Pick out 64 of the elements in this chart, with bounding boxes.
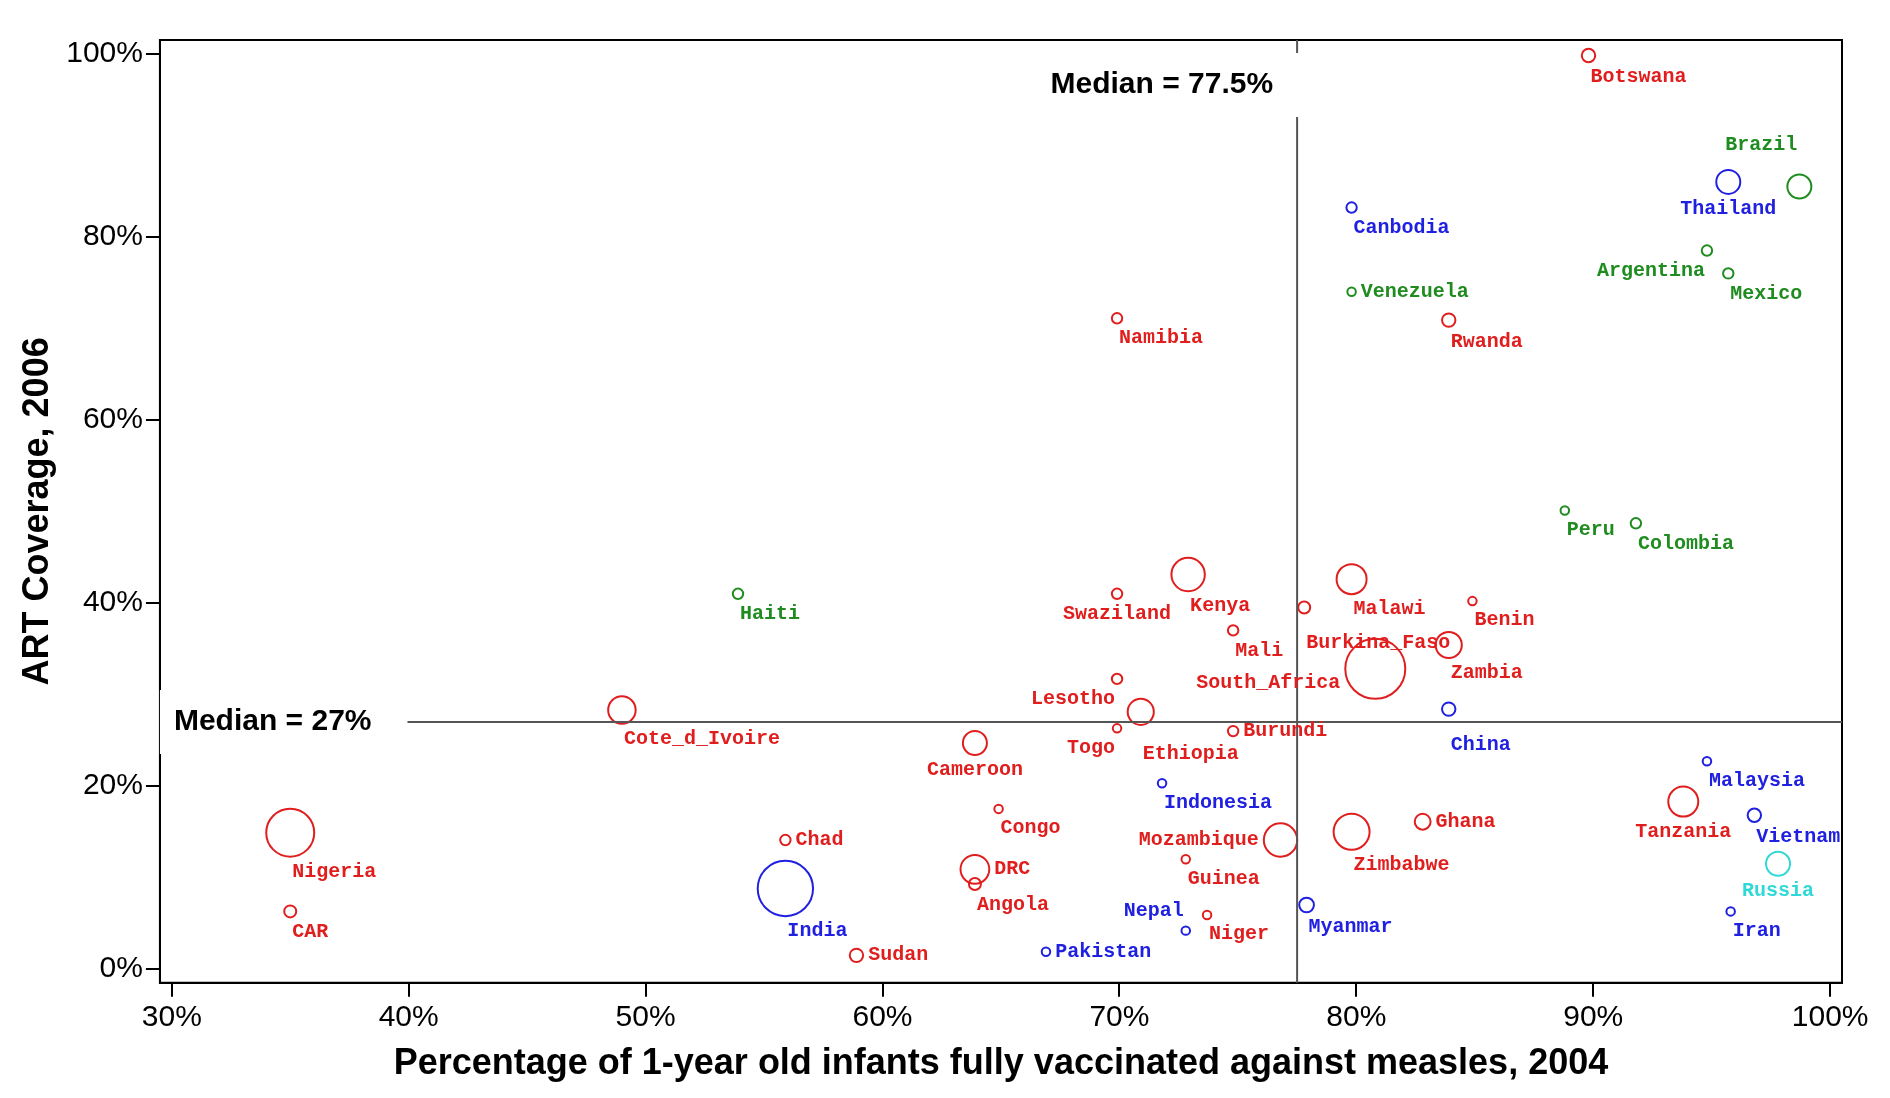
data-label: Kenya (1190, 594, 1251, 618)
y-axis-title: ART Coverage, 2006 (14, 337, 56, 686)
x-tick-label: 40% (378, 999, 439, 1033)
data-label: Canbodia (1353, 215, 1450, 239)
y-tick-label: 40% (82, 584, 143, 618)
data-label: Vietnam (1756, 825, 1841, 849)
data-label: Togo (1067, 735, 1116, 759)
x-tick-label: 50% (615, 999, 676, 1033)
data-label: Ethiopia (1142, 741, 1239, 765)
data-label: Benin (1474, 608, 1535, 632)
data-label: Zimbabwe (1353, 852, 1450, 876)
data-label: Cameroon (926, 758, 1023, 782)
data-label: DRC (994, 857, 1031, 881)
data-label: Myanmar (1308, 915, 1393, 939)
data-label: Ghana (1435, 809, 1496, 833)
data-label: Venezuela (1360, 279, 1469, 303)
data-label: Chad (795, 828, 844, 852)
data-label: Malawi (1353, 597, 1426, 621)
data-label: Guinea (1187, 866, 1260, 890)
data-label: China (1450, 732, 1511, 756)
data-label: India (787, 919, 848, 943)
ref-line-label: Median = 27% (173, 703, 372, 737)
data-label: Zambia (1450, 661, 1523, 685)
data-label: Rwanda (1450, 329, 1523, 353)
data-label: Haiti (739, 602, 801, 626)
data-label: Argentina (1596, 258, 1705, 282)
data-label: Colombia (1637, 531, 1734, 555)
data-label: Russia (1742, 878, 1815, 902)
data-label: Namibia (1119, 326, 1204, 350)
x-tick-label: 80% (1326, 999, 1387, 1033)
y-tick-label: 60% (82, 401, 143, 435)
data-label: Mexico (1730, 281, 1803, 305)
x-tick-label: 100% (1791, 999, 1869, 1033)
data-label: Swaziland (1063, 602, 1172, 626)
data-label: Botswana (1590, 65, 1687, 89)
y-tick-label: 100% (66, 35, 143, 68)
y-tick-label: 80% (82, 218, 143, 252)
data-label: Malaysia (1708, 768, 1805, 792)
x-tick-label: 30% (141, 999, 202, 1033)
x-tick-label: 90% (1563, 999, 1624, 1033)
data-label: Iran (1732, 918, 1781, 942)
data-label: Pakistan (1055, 939, 1152, 963)
y-tick-label: 20% (82, 767, 143, 801)
data-label: Tanzania (1635, 819, 1732, 843)
data-label: Congo (1000, 816, 1061, 840)
data-label: Nepal (1123, 899, 1184, 923)
data-label: Sudan (868, 943, 929, 967)
x-axis-title: Percentage of 1-year old infants fully vaccinated against measles, 2004 (393, 1041, 1609, 1083)
data-label: Cote_d_Ivoire (623, 726, 780, 750)
ref-line-label: Median = 77.5% (1050, 66, 1274, 100)
data-label: Brazil (1725, 133, 1798, 157)
data-label: Angola (976, 892, 1049, 916)
data-label: Nigeria (292, 859, 377, 883)
x-tick-label: 60% (852, 999, 913, 1033)
data-label: CAR (292, 920, 329, 944)
data-label: Niger (1209, 922, 1270, 946)
data-label: Mozambique (1138, 828, 1259, 852)
y-tick-label: 0% (99, 950, 143, 984)
data-label: Mali (1235, 638, 1284, 662)
data-label: Peru (1566, 517, 1615, 541)
x-tick-label: 70% (1089, 999, 1150, 1033)
data-label: Thailand (1680, 196, 1777, 220)
data-label: Indonesia (1164, 790, 1273, 814)
data-label: Lesotho (1031, 687, 1116, 711)
